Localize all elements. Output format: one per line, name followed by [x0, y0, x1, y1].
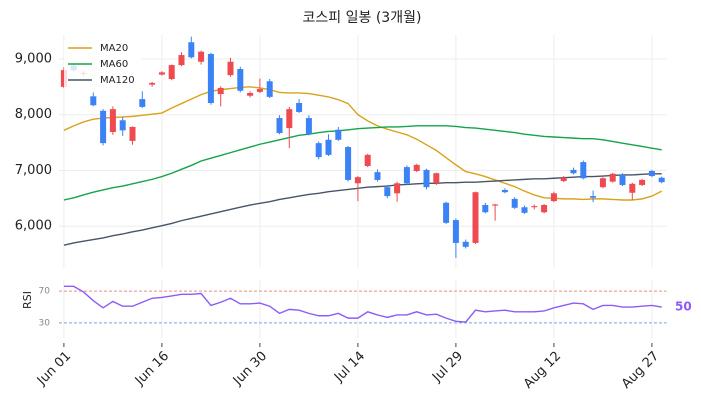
x-tick-label: Jul 29 [429, 349, 466, 386]
candle-body [296, 103, 303, 112]
candle-body [129, 126, 136, 141]
candle-body [139, 99, 146, 107]
candle-body [109, 109, 116, 132]
legend-label: MA20 [100, 43, 128, 54]
candle-body [119, 120, 126, 131]
candle-body [570, 169, 577, 174]
candle-body [237, 69, 244, 91]
candle-body [580, 162, 587, 179]
candle-body [531, 206, 538, 208]
y-tick-label: 6,000 [15, 219, 52, 234]
candle-body [403, 167, 410, 184]
candle-body [198, 51, 205, 62]
y-tick-label: 7,000 [15, 163, 52, 178]
candle-body [149, 82, 156, 85]
candle-body [188, 42, 195, 58]
candle-body [394, 183, 401, 194]
y-axis-label: RSI [21, 291, 34, 309]
candle-body [256, 89, 263, 92]
candle-body [305, 118, 312, 135]
legend-label: MA60 [100, 59, 128, 70]
candle-body [413, 164, 420, 172]
candle-body [217, 87, 224, 95]
value-label: 50 [675, 300, 692, 314]
y-tick-label: 70 [39, 287, 51, 297]
candle-body [374, 172, 381, 180]
candle-body [168, 65, 175, 80]
x-tick-label: Jul 14 [331, 349, 368, 386]
ma-line [63, 173, 662, 246]
candle-body [482, 205, 489, 213]
candle-body [619, 174, 626, 185]
candle-body [472, 192, 479, 243]
candle-body [541, 205, 548, 213]
candle-body [599, 178, 606, 188]
x-tick-label: Jun 01 [34, 349, 74, 389]
candle-body [384, 187, 391, 197]
x-tick-label: Jun 30 [230, 349, 270, 389]
candle-body [325, 139, 332, 155]
candle-body [452, 220, 459, 243]
candle-body [178, 55, 185, 66]
candle-body [354, 177, 361, 184]
candle-body [433, 173, 440, 184]
candle-body [90, 96, 97, 106]
candle-body [276, 118, 283, 134]
candle-body [658, 177, 665, 183]
candle-body [462, 241, 469, 247]
legend-label: MA120 [100, 75, 135, 86]
y-tick-label: 9,000 [15, 51, 52, 66]
candle-body [335, 129, 342, 140]
candle-body [345, 147, 352, 180]
candle-body [443, 202, 450, 223]
y-tick-label: 8,000 [15, 107, 52, 122]
candle-body [364, 154, 371, 166]
candle-body [501, 189, 508, 193]
candle-body [492, 204, 499, 206]
candle-body [60, 70, 67, 87]
candle-body [511, 198, 518, 208]
legend: MA20 MA60 MA120 [64, 40, 142, 88]
candle-body [227, 61, 234, 76]
candle-body [315, 143, 322, 158]
x-tick-label: Aug 27 [619, 349, 662, 392]
candle-body [629, 183, 636, 193]
y-tick-label: 30 [39, 318, 51, 328]
candle-body [247, 92, 254, 96]
ma-line [63, 125, 662, 201]
candle-body [266, 81, 273, 97]
candle-body [550, 193, 557, 202]
candle-body [158, 72, 165, 75]
candle-body [609, 173, 616, 182]
candle-body [207, 53, 214, 104]
rsi-line [63, 285, 662, 323]
candle-body [286, 109, 293, 129]
chart-title: 코스피 일봉 (3개월) [303, 10, 422, 26]
candle-body [560, 177, 567, 182]
candle-body [100, 110, 107, 144]
candle-body [639, 179, 646, 185]
ma-line [63, 86, 663, 201]
candle-body [521, 207, 528, 213]
x-tick-label: Aug 12 [521, 349, 564, 392]
candle-body [423, 169, 430, 188]
candle-body [648, 171, 655, 177]
candle-body [590, 196, 597, 198]
x-tick-label: Jun 16 [132, 349, 172, 389]
